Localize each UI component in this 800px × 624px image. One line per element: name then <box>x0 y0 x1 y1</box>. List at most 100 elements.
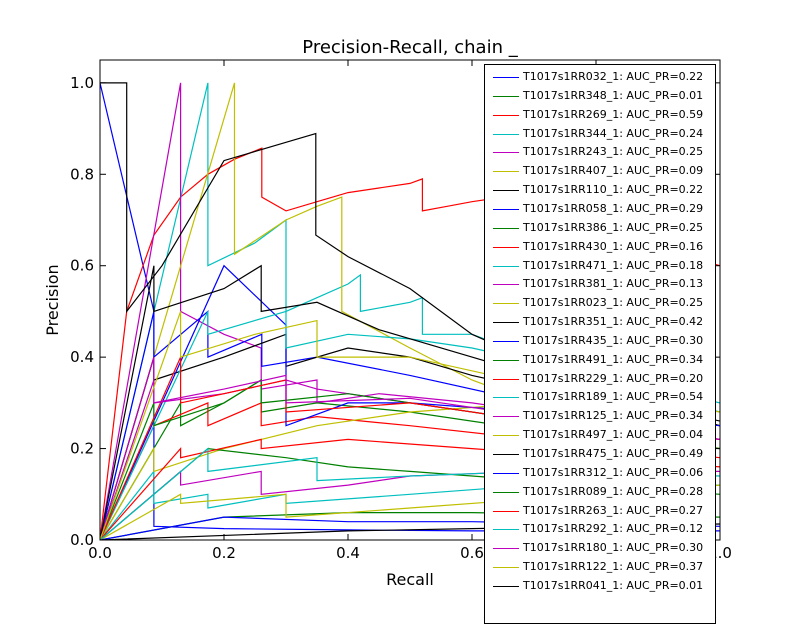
legend-entry-19: T1017s1RR497_1: AUC_PR=0.04 <box>485 427 715 445</box>
legend-entry-12: T1017s1RR023_1: AUC_PR=0.25 <box>485 295 715 313</box>
legend-label: T1017s1RR344_1: AUC_PR=0.24 <box>523 126 704 140</box>
legend-label: T1017s1RR312_1: AUC_PR=0.06 <box>523 465 704 479</box>
x-tick-label-0: 0.0 <box>88 544 112 562</box>
legend-swatch <box>493 548 519 550</box>
legend-label: T1017s1RR122_1: AUC_PR=0.37 <box>523 560 704 574</box>
legend-label: T1017s1RR125_1: AUC_PR=0.34 <box>523 409 704 423</box>
legend-entry-1: T1017s1RR348_1: AUC_PR=0.01 <box>485 88 715 106</box>
legend-label: T1017s1RR430_1: AUC_PR=0.16 <box>523 239 704 253</box>
y-tick-label-4: 0.8 <box>70 165 94 183</box>
legend-entry-27: T1017s1RR041_1: AUC_PR=0.01 <box>485 578 715 596</box>
x-tick-label-3: 0.6 <box>460 544 484 562</box>
legend-swatch <box>493 265 519 267</box>
legend-entry-0: T1017s1RR032_1: AUC_PR=0.22 <box>485 69 715 87</box>
legend-label: T1017s1RR435_1: AUC_PR=0.30 <box>523 333 704 347</box>
legend-label: T1017s1RR497_1: AUC_PR=0.04 <box>523 428 704 442</box>
legend-entry-21: T1017s1RR312_1: AUC_PR=0.06 <box>485 465 715 483</box>
legend-swatch <box>493 246 519 248</box>
legend-swatch <box>493 378 519 380</box>
legend-label: T1017s1RR491_1: AUC_PR=0.34 <box>523 352 704 366</box>
legend-entry-7: T1017s1RR058_1: AUC_PR=0.29 <box>485 201 715 219</box>
legend-label: T1017s1RR243_1: AUC_PR=0.25 <box>523 145 704 159</box>
legend-entry-16: T1017s1RR229_1: AUC_PR=0.20 <box>485 371 715 389</box>
legend-label: T1017s1RR041_1: AUC_PR=0.01 <box>523 578 704 592</box>
y-tick-label-0: 0.0 <box>70 531 94 549</box>
y-tick-label-5: 1.0 <box>70 74 94 92</box>
legend-entry-2: T1017s1RR269_1: AUC_PR=0.59 <box>485 107 715 125</box>
legend-entry-20: T1017s1RR475_1: AUC_PR=0.49 <box>485 446 715 464</box>
legend-entry-17: T1017s1RR189_1: AUC_PR=0.54 <box>485 389 715 407</box>
legend-swatch <box>493 472 519 474</box>
x-axis-label: Recall <box>386 570 434 589</box>
legend-swatch <box>493 416 519 418</box>
legend-entry-22: T1017s1RR089_1: AUC_PR=0.28 <box>485 484 715 502</box>
legend-entry-25: T1017s1RR180_1: AUC_PR=0.30 <box>485 540 715 558</box>
legend-swatch <box>493 190 519 192</box>
legend-label: T1017s1RR381_1: AUC_PR=0.13 <box>523 277 704 291</box>
legend-swatch <box>493 491 519 493</box>
legend-label: T1017s1RR471_1: AUC_PR=0.18 <box>523 258 704 272</box>
legend-label: T1017s1RR110_1: AUC_PR=0.22 <box>523 183 704 197</box>
legend-swatch <box>493 303 519 305</box>
y-axis-label: Precision <box>43 264 62 335</box>
legend-swatch <box>493 133 519 135</box>
legend-entry-23: T1017s1RR263_1: AUC_PR=0.27 <box>485 503 715 521</box>
legend-swatch <box>493 454 519 455</box>
legend-label: T1017s1RR032_1: AUC_PR=0.22 <box>523 70 704 83</box>
legend-swatch <box>493 340 519 342</box>
legend-entry-10: T1017s1RR471_1: AUC_PR=0.18 <box>485 258 715 276</box>
legend-swatch <box>493 208 519 210</box>
legend-entry-5: T1017s1RR407_1: AUC_PR=0.09 <box>485 163 715 181</box>
legend-label: T1017s1RR292_1: AUC_PR=0.12 <box>523 522 704 536</box>
x-tick-label-2: 0.4 <box>336 544 360 562</box>
legend-entry-11: T1017s1RR381_1: AUC_PR=0.13 <box>485 276 715 294</box>
legend-swatch <box>493 397 519 399</box>
legend-label: T1017s1RR407_1: AUC_PR=0.09 <box>523 164 704 178</box>
legend-swatch <box>493 77 519 78</box>
chart-title: Precision-Recall, chain _ <box>302 37 518 58</box>
legend-entry-26: T1017s1RR122_1: AUC_PR=0.37 <box>485 559 715 577</box>
legend-label: T1017s1RR089_1: AUC_PR=0.28 <box>523 484 704 498</box>
legend-entry-14: T1017s1RR435_1: AUC_PR=0.30 <box>485 333 715 351</box>
legend-label: T1017s1RR269_1: AUC_PR=0.59 <box>523 107 704 121</box>
legend-entry-24: T1017s1RR292_1: AUC_PR=0.12 <box>485 521 715 539</box>
legend-swatch <box>493 227 519 229</box>
legend-swatch <box>493 435 519 437</box>
legend-label: T1017s1RR386_1: AUC_PR=0.25 <box>523 220 704 234</box>
legend-entry-13: T1017s1RR351_1: AUC_PR=0.42 <box>485 314 715 332</box>
legend-label: T1017s1RR475_1: AUC_PR=0.49 <box>523 447 704 460</box>
legend-swatch <box>493 529 519 531</box>
tick-layer: 0.00.20.40.60.81.00.00.20.40.60.81.0 <box>70 60 732 562</box>
y-tick-label-2: 0.4 <box>70 348 94 366</box>
legend-label: T1017s1RR263_1: AUC_PR=0.27 <box>523 503 704 517</box>
legend-swatch <box>493 152 519 154</box>
legend-label: T1017s1RR023_1: AUC_PR=0.25 <box>523 296 704 310</box>
legend-entry-6: T1017s1RR110_1: AUC_PR=0.22 <box>485 182 715 200</box>
legend-label: T1017s1RR229_1: AUC_PR=0.20 <box>523 371 704 385</box>
legend-swatch <box>493 95 519 97</box>
legend-swatch <box>493 322 519 324</box>
legend-label: T1017s1RR058_1: AUC_PR=0.29 <box>523 201 704 215</box>
legend-label: T1017s1RR189_1: AUC_PR=0.54 <box>523 390 704 404</box>
legend-entry-8: T1017s1RR386_1: AUC_PR=0.25 <box>485 220 715 238</box>
legend-entry-3: T1017s1RR344_1: AUC_PR=0.24 <box>485 126 715 144</box>
series-line-6 <box>100 82 720 427</box>
series-line-7 <box>100 310 720 540</box>
legend-swatch <box>493 114 519 116</box>
legend-swatch <box>493 284 519 286</box>
legend-swatch <box>493 359 519 361</box>
chart-legend: T1017s1RR032_1: AUC_PR=0.22 T1017s1RR348_… <box>484 64 716 624</box>
legend-swatch <box>493 585 519 587</box>
legend-swatch <box>493 171 519 173</box>
legend-entry-15: T1017s1RR491_1: AUC_PR=0.34 <box>485 352 715 370</box>
y-tick-label-1: 0.2 <box>70 440 94 458</box>
legend-swatch <box>493 510 519 512</box>
series-line-3 <box>100 82 720 540</box>
series-line-10 <box>100 469 720 540</box>
legend-entry-18: T1017s1RR125_1: AUC_PR=0.34 <box>485 408 715 426</box>
series-line-9 <box>100 401 720 540</box>
legend-label: T1017s1RR351_1: AUC_PR=0.42 <box>523 315 704 329</box>
legend-entry-9: T1017s1RR430_1: AUC_PR=0.16 <box>485 239 715 257</box>
legend-label: T1017s1RR180_1: AUC_PR=0.30 <box>523 541 704 555</box>
legend-swatch <box>493 567 519 569</box>
